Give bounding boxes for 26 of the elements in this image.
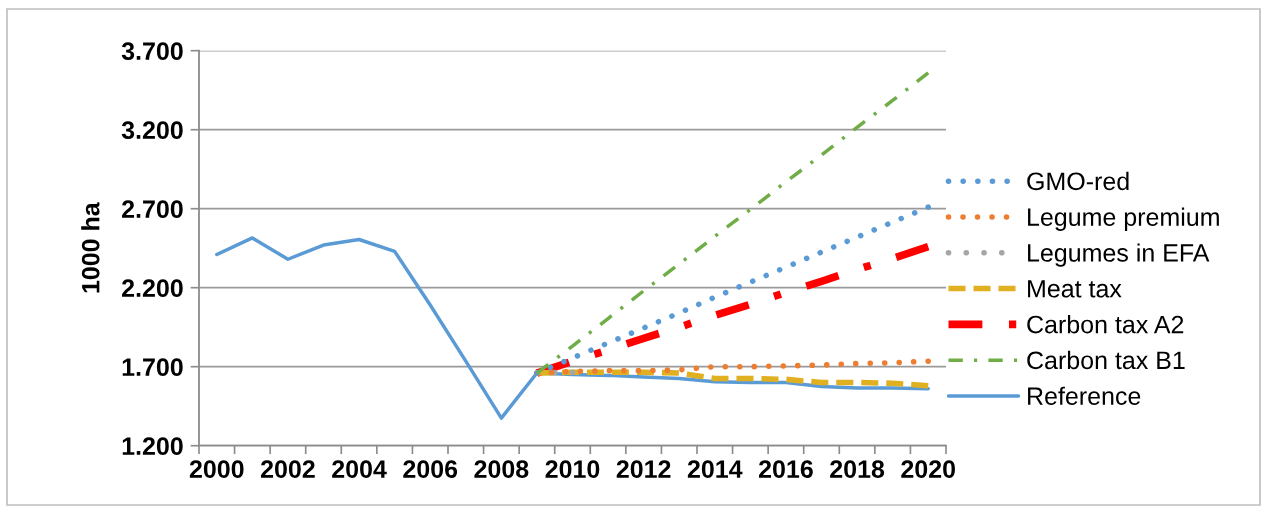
x-tick-label: 2002 [260,460,315,478]
legend-label: Reference [1028,386,1141,405]
y-tick-label: 1.200 [122,437,183,455]
legend-label: Carbon tax A2 [1027,315,1184,334]
x-tick-label: 2014 [687,460,743,478]
y-tick-label: 2.700 [122,200,183,218]
legend-label: Carbon tax B1 [1027,350,1185,370]
legend-label: Meat tax [1028,280,1122,298]
x-tick-label: 2012 [616,460,671,478]
x-tick-label: 2004 [332,460,387,478]
x-tick-label: 2006 [403,460,458,478]
legend-label: Legumes in EFA [1028,243,1210,267]
y-tick-label: 2.200 [122,279,183,297]
y-axis-title: 1000 ha [81,202,100,293]
x-tick-label: 2010 [545,460,600,478]
x-tick-label: 2016 [758,460,813,478]
legend-label: Legume premium [1028,207,1219,231]
line-series [535,71,930,375]
y-tick-label: 1.700 [122,358,183,376]
legend-label: GMO-red [1027,171,1129,191]
x-tick-label: 2000 [189,460,244,478]
x-tick-label: 2008 [474,460,529,478]
y-tick-label: 3.200 [121,121,183,140]
y-tick-label: 3.700 [121,42,183,61]
x-tick-label: 2018 [830,460,885,478]
x-tick-label: 2020 [901,460,955,478]
